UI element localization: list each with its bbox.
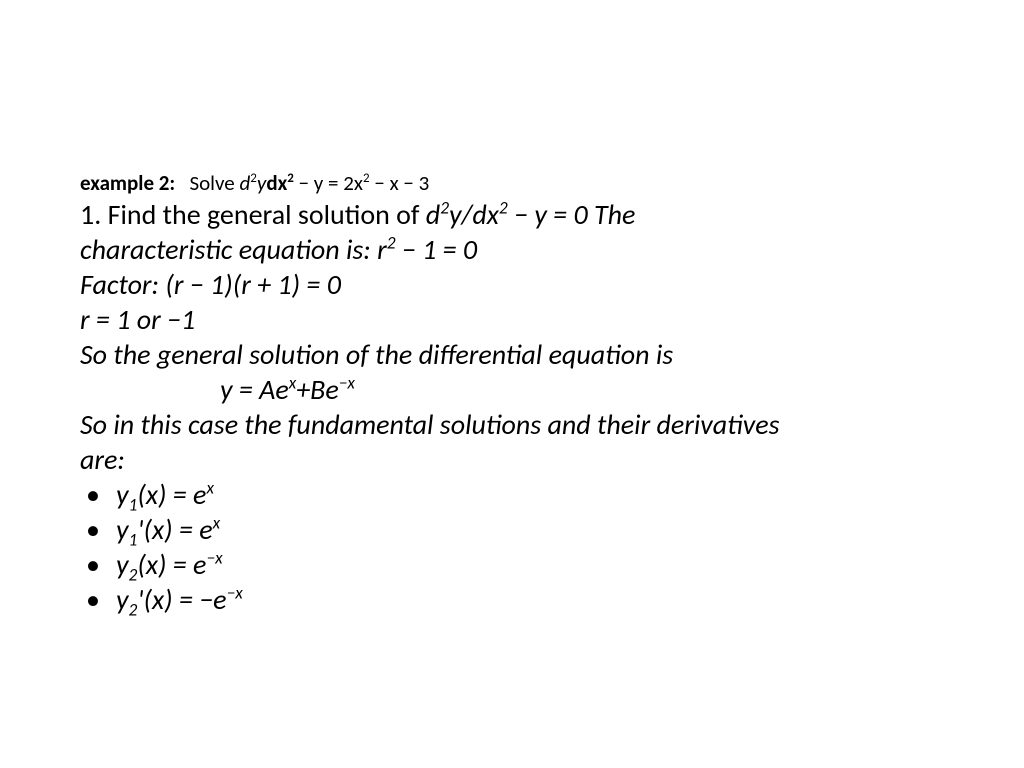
- ode-d: d: [239, 170, 250, 196]
- step1-prefix: 1. Find the general solution of: [80, 197, 419, 232]
- b1-pre: y: [116, 477, 129, 512]
- list-item: y1(x) = ex: [80, 477, 944, 512]
- sup-negx: −x: [339, 372, 355, 394]
- step1-eq: d2y/dx2 − y = 0 The: [426, 197, 636, 232]
- b3-mid: (x) = e: [137, 547, 206, 582]
- y-eq-part2: +Be: [296, 372, 339, 407]
- so-case-line2: are:: [80, 442, 944, 477]
- list-item: y2(x) = e−x: [80, 547, 944, 582]
- ode-y: y: [257, 170, 266, 196]
- b2-mid: '(x) = e: [137, 512, 212, 547]
- ode-rest: − y = 2x: [294, 170, 363, 196]
- y-solution-line: y = Aex+Be−x: [80, 372, 944, 407]
- step1-line1: 1. Find the general solution of d2y/dx2 …: [80, 197, 944, 232]
- solve-word: Solve: [180, 170, 240, 196]
- y-eq-part1: y = Ae: [220, 372, 289, 407]
- char-eq-line: characteristic equation is: r2 − 1 = 0: [80, 232, 944, 267]
- sup-2c: 2: [363, 171, 370, 186]
- sup-2b: 2: [287, 171, 294, 186]
- list-item: y1'(x) = ex: [80, 512, 944, 547]
- sup-x2: x: [213, 512, 221, 534]
- sup-negx1: −x: [206, 547, 222, 569]
- ode-tail: − x − 3: [370, 170, 430, 196]
- b3-pre: y: [116, 547, 129, 582]
- list-item: y2'(x) = −e−x: [80, 582, 944, 617]
- b4-mid: '(x) = −e: [137, 582, 226, 617]
- char-eq-tail: − 1 = 0: [396, 232, 478, 267]
- sup-2: 2: [250, 171, 257, 186]
- roots-line: r = 1 or −1: [80, 302, 944, 337]
- sup-x1: x: [206, 477, 214, 499]
- sup-negx2: −x: [227, 582, 243, 604]
- ode-dx: dx: [266, 170, 287, 196]
- so-case-line1: So in this case the fundamental solution…: [80, 407, 944, 442]
- factor-line: Factor: (r − 1)(r + 1) = 0: [80, 267, 944, 302]
- char-eq-text: characteristic equation is: r: [80, 232, 387, 267]
- slide-content: example 2: Solve d2ydx2 − y = 2x2 − x − …: [0, 0, 1024, 617]
- bullet-list: y1(x) = ex y1'(x) = ex y2(x) = e−x y2'(x…: [80, 477, 944, 617]
- so-general-line: So the general solution of the different…: [80, 337, 944, 372]
- sup-r2: 2: [387, 232, 396, 254]
- b2-pre: y: [116, 512, 129, 547]
- example-label: example 2:: [80, 170, 175, 196]
- example-heading-line: example 2: Solve d2ydx2 − y = 2x2 − x − …: [80, 170, 944, 197]
- b1-mid: (x) = e: [137, 477, 206, 512]
- b4-pre: y: [116, 582, 129, 617]
